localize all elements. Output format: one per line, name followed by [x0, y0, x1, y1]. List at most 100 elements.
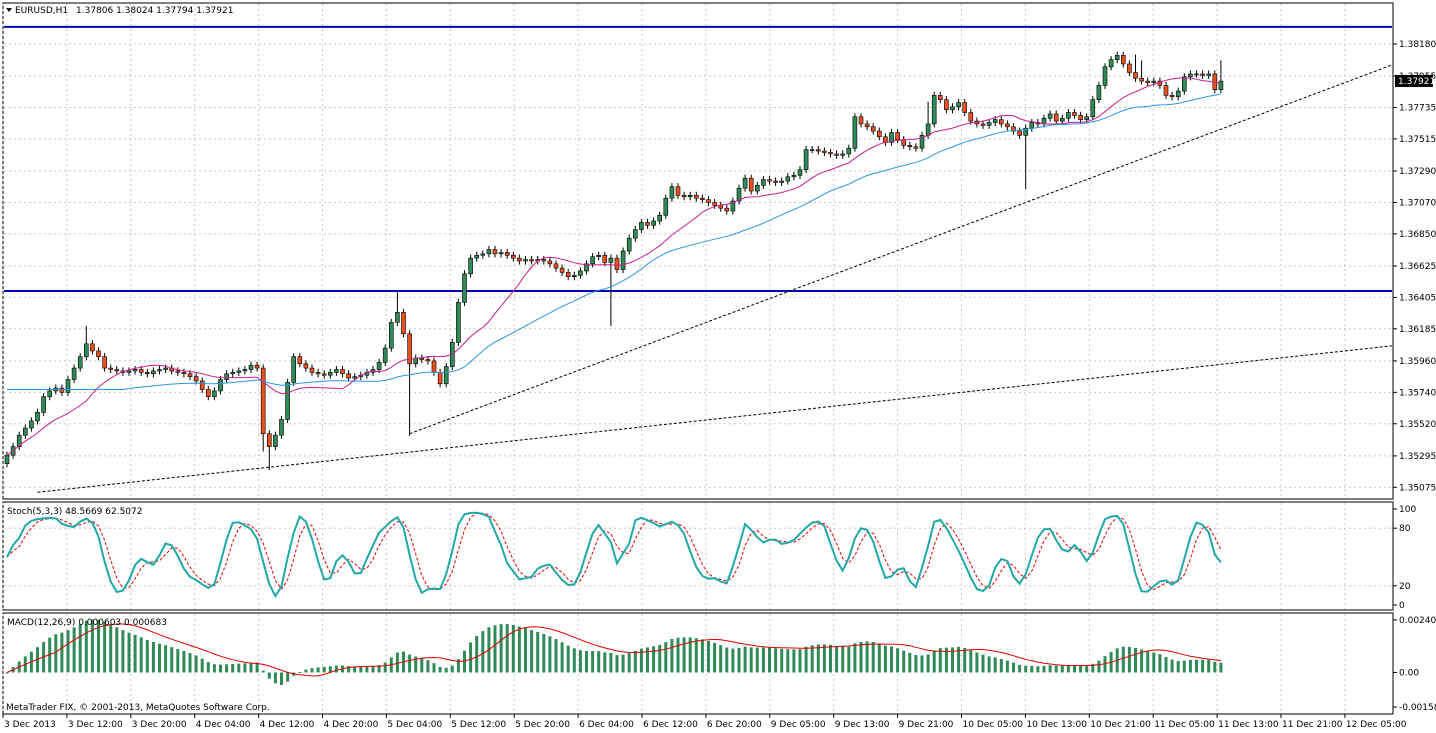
- candle-body: [1182, 76, 1187, 92]
- macd-histogram-bar: [145, 639, 149, 673]
- macd-histogram-bar: [1188, 660, 1192, 673]
- macd-histogram-bar: [981, 654, 985, 673]
- macd-histogram-bar: [963, 647, 967, 673]
- candle-body: [809, 149, 815, 151]
- candle-body: [925, 123, 931, 136]
- candle-body: [1084, 116, 1089, 120]
- price-tick-label: 1.35960: [1399, 357, 1436, 367]
- ma-slow-line: [7, 93, 1222, 390]
- candle-body: [77, 356, 83, 369]
- candle-body: [669, 186, 675, 199]
- time-tick-label: 11 Dec 13:00: [1218, 720, 1279, 730]
- macd-histogram-bar: [304, 669, 308, 673]
- candle-body: [108, 367, 113, 370]
- candle-body: [22, 427, 28, 436]
- macd-histogram-bar: [1164, 657, 1168, 673]
- candle-body: [291, 356, 297, 383]
- macd-histogram-bar: [206, 662, 210, 673]
- candle-body: [1114, 55, 1120, 60]
- candle-body: [206, 389, 211, 397]
- candle-body: [681, 195, 687, 198]
- time-tick-label: 6 Dec 04:00: [579, 720, 634, 730]
- macd-histogram-bar: [414, 656, 418, 673]
- candle-body: [596, 254, 602, 258]
- candle-body: [1169, 95, 1175, 98]
- macd-histogram-bar: [871, 641, 875, 673]
- candle-body: [199, 380, 205, 390]
- candle-body: [510, 254, 516, 259]
- candle-body: [937, 95, 943, 100]
- time-tick-label: 10 Dec 05:00: [963, 720, 1024, 730]
- macd-histogram-bar: [902, 650, 906, 673]
- macd-histogram-bar: [1085, 665, 1089, 673]
- candle-body: [334, 369, 339, 373]
- candle-body: [1145, 80, 1150, 83]
- candle-body: [90, 343, 95, 352]
- candle-body: [828, 152, 833, 155]
- macd-histogram-bar: [865, 641, 869, 673]
- candle-body: [315, 372, 321, 375]
- candle-body: [895, 132, 900, 140]
- macd-histogram-bar: [1005, 660, 1009, 673]
- candle-body: [59, 387, 65, 393]
- candle-body: [687, 195, 693, 198]
- macd-histogram-bar: [1152, 652, 1156, 673]
- candle-body: [565, 272, 571, 277]
- time-tick-label: 11 Dec 05:00: [1154, 720, 1215, 730]
- macd-histogram-bar: [841, 646, 845, 673]
- macd-histogram-bar: [359, 666, 363, 673]
- macd-histogram-bar: [517, 626, 521, 673]
- macd-histogram-bar: [231, 663, 235, 673]
- candle-body: [578, 270, 583, 276]
- macd-histogram-bar: [420, 658, 424, 673]
- macd-histogram-bar: [883, 645, 887, 673]
- candle-body: [297, 356, 303, 365]
- candle-body: [779, 180, 785, 183]
- candle-body: [736, 187, 742, 202]
- macd-histogram-bar: [255, 662, 259, 673]
- macd-histogram-bar: [798, 649, 802, 673]
- macd-histogram-bar: [1048, 665, 1052, 673]
- candle-body: [547, 260, 553, 265]
- macd-histogram-bar: [48, 637, 52, 673]
- macd-histogram-bar: [5, 672, 9, 674]
- macd-histogram-bar: [237, 663, 241, 673]
- macd-histogram-bar: [761, 647, 765, 673]
- candle-body: [285, 382, 290, 420]
- candle-body: [437, 372, 443, 385]
- macd-histogram-bar: [212, 664, 216, 673]
- candle-body: [388, 322, 394, 349]
- candle-body: [571, 274, 577, 277]
- candle-body: [986, 122, 992, 126]
- macd-histogram-bar: [713, 642, 717, 673]
- candle-body: [425, 359, 431, 362]
- price-tick-label: 1.37515: [1399, 135, 1436, 145]
- ohlc-values: 1.37806 1.38024 1.37794 1.37921: [76, 6, 233, 16]
- price-tick-label: 1.37070: [1399, 198, 1436, 208]
- macd-histogram-bar: [670, 638, 674, 673]
- macd-signal-line: [6, 623, 1221, 677]
- macd-histogram-bar: [97, 619, 100, 673]
- macd-histogram-bar: [1091, 663, 1095, 673]
- macd-histogram-bar: [273, 672, 277, 684]
- stoch-panel[interactable]: [2, 501, 1394, 611]
- macd-histogram-bar: [298, 671, 302, 673]
- candle-body: [126, 370, 132, 373]
- macd-histogram-bar: [1176, 661, 1180, 673]
- macd-histogram-bar: [572, 648, 576, 673]
- candle-body: [1127, 63, 1132, 73]
- macd-histogram-bar: [78, 624, 82, 673]
- candle-body: [35, 412, 40, 422]
- macd-histogram-bar: [1036, 666, 1040, 673]
- macd-histogram-bar: [725, 647, 729, 673]
- candle-body: [797, 169, 803, 176]
- candle-body: [608, 257, 614, 263]
- macd-histogram-bar: [969, 650, 973, 673]
- macd-histogram-bar: [676, 637, 680, 673]
- macd-histogram-bar: [316, 667, 320, 673]
- symbol-dropdown-icon[interactable]: [6, 8, 12, 12]
- candle-body: [584, 263, 589, 272]
- macd-histogram-bar: [548, 636, 552, 673]
- candle-body: [919, 135, 925, 149]
